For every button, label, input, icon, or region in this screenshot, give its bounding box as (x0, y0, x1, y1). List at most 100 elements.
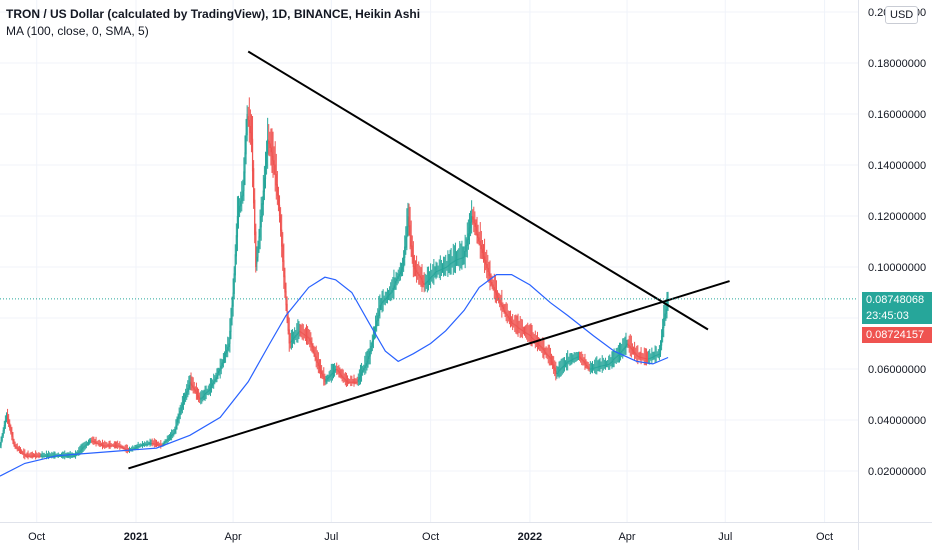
candle-body (218, 371, 220, 374)
candle (432, 264, 434, 284)
candle-body (626, 343, 628, 346)
candle-body (457, 258, 459, 260)
candle-body (479, 241, 481, 246)
candle (93, 436, 95, 445)
candle (180, 402, 182, 415)
candle-body (281, 229, 283, 247)
candle (140, 443, 142, 447)
candle-body (295, 335, 297, 337)
candle-body (282, 244, 284, 262)
candle (575, 351, 577, 362)
candle (364, 355, 366, 375)
candle-body (308, 337, 310, 339)
candle (614, 351, 616, 364)
candle-body (610, 361, 612, 363)
candle (197, 388, 200, 403)
candle (240, 191, 242, 213)
candle (515, 314, 517, 334)
candle-body (405, 236, 407, 248)
candle (177, 413, 179, 426)
candle-body (300, 331, 302, 333)
candle (418, 261, 420, 285)
candle-body (600, 365, 602, 367)
candle (171, 429, 173, 441)
candle (366, 350, 368, 371)
candle-body (363, 367, 365, 371)
candle-body (407, 216, 409, 228)
candle (655, 346, 657, 362)
candle (337, 365, 339, 375)
candle (81, 443, 83, 454)
candle-body (40, 455, 42, 457)
candle-body (660, 335, 663, 346)
candle-body (510, 321, 513, 324)
candle-body (621, 350, 623, 353)
candle-body (22, 452, 24, 454)
candle-body (149, 443, 151, 445)
candle (354, 378, 356, 385)
candle (15, 443, 17, 450)
candle-body (440, 269, 443, 271)
candle-body (583, 361, 585, 363)
candle (514, 315, 516, 333)
candle (264, 151, 267, 189)
currency-button[interactable]: USD (885, 6, 919, 24)
candle-body (142, 444, 145, 446)
candle-body (561, 367, 563, 369)
candle-body (420, 277, 422, 280)
candle (578, 351, 581, 361)
candle (512, 314, 514, 331)
candle-body (1, 435, 3, 441)
candle-body (277, 194, 280, 206)
candle (667, 291, 669, 311)
candle-body (603, 364, 605, 366)
candle (212, 379, 214, 389)
last-price-label: 0.08748068 (862, 292, 932, 308)
candle-body (359, 374, 362, 378)
candle (312, 343, 314, 354)
candle-body (187, 388, 189, 392)
ma-indicator-label[interactable]: MA (100, close, 0, SMA, 5) (6, 24, 149, 38)
candle (22, 450, 24, 455)
candle (147, 440, 149, 447)
candle-body (562, 365, 564, 368)
candle (220, 358, 222, 375)
candle (176, 416, 178, 430)
candle-body (628, 344, 630, 347)
candle-body (630, 347, 632, 350)
candle (175, 419, 177, 434)
candle-body (156, 444, 159, 446)
candle (39, 452, 41, 458)
candle (663, 304, 665, 338)
candle-body (31, 455, 33, 457)
candle-body (656, 354, 658, 356)
candle-body (423, 282, 425, 285)
candle-body (125, 449, 127, 451)
candle-body (18, 449, 21, 451)
candle (40, 453, 42, 458)
candle-body (632, 350, 635, 352)
candle-body (441, 268, 444, 270)
candle (43, 452, 45, 458)
candle-body (163, 443, 165, 445)
candle (403, 250, 405, 272)
candle-body (404, 246, 406, 258)
candle-body (64, 455, 66, 457)
candle (189, 375, 191, 390)
candle (321, 365, 323, 379)
candle (665, 299, 667, 321)
candle (590, 362, 593, 373)
candle-body (90, 440, 92, 442)
symbol-title[interactable]: TRON / US Dollar (calculated by TradingV… (6, 7, 421, 21)
candle-body (411, 245, 413, 257)
candle-body (256, 256, 258, 264)
candle-body (92, 440, 94, 442)
candle (568, 356, 570, 365)
candle (139, 443, 141, 448)
candle (360, 362, 363, 382)
candle-body (261, 203, 263, 218)
candle (587, 361, 589, 371)
candle (103, 442, 105, 448)
